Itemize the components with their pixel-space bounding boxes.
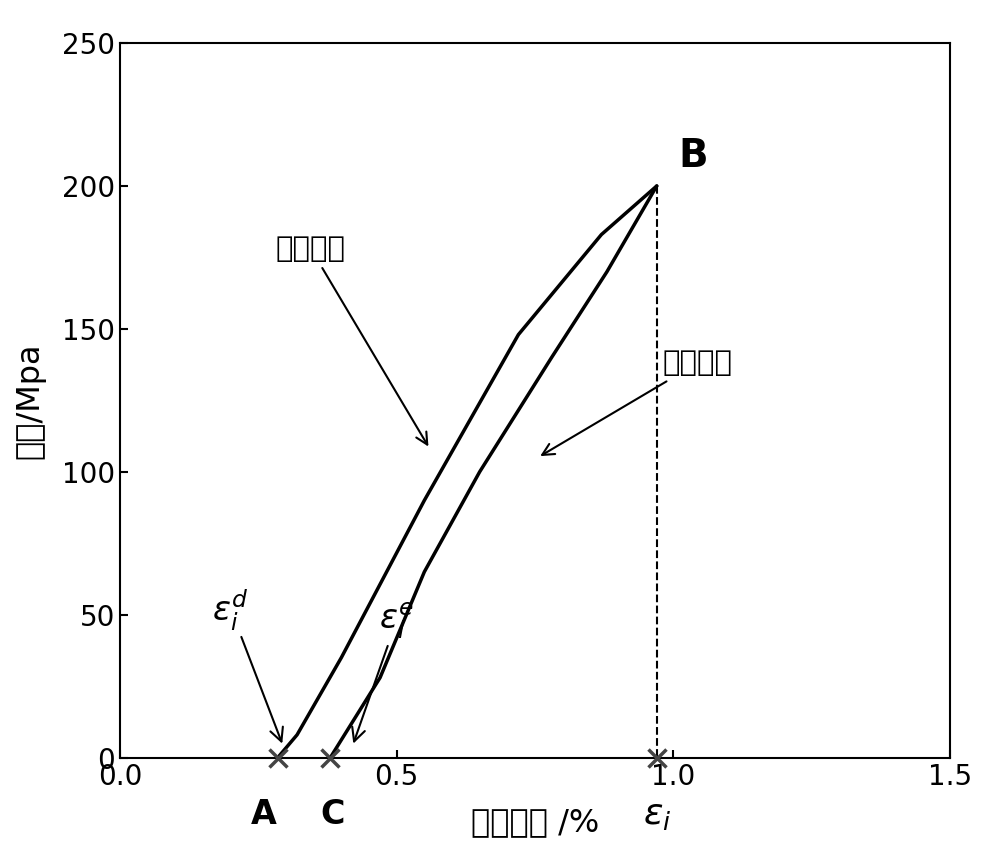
Text: $\varepsilon_i^e$: $\varepsilon_i^e$: [352, 600, 414, 741]
Text: $\varepsilon_i^d$: $\varepsilon_i^d$: [212, 586, 283, 741]
Text: $\varepsilon_i$: $\varepsilon_i$: [643, 797, 671, 832]
Text: 卸载曲线: 卸载曲线: [542, 350, 732, 455]
Text: C: C: [321, 797, 345, 831]
Y-axis label: 应力/Mpa: 应力/Mpa: [14, 342, 45, 459]
Text: 加载曲线: 加载曲线: [276, 235, 427, 444]
Text: A: A: [251, 797, 277, 831]
X-axis label: 轴向应变 /%: 轴向应变 /%: [471, 808, 599, 839]
Text: B: B: [679, 137, 708, 175]
